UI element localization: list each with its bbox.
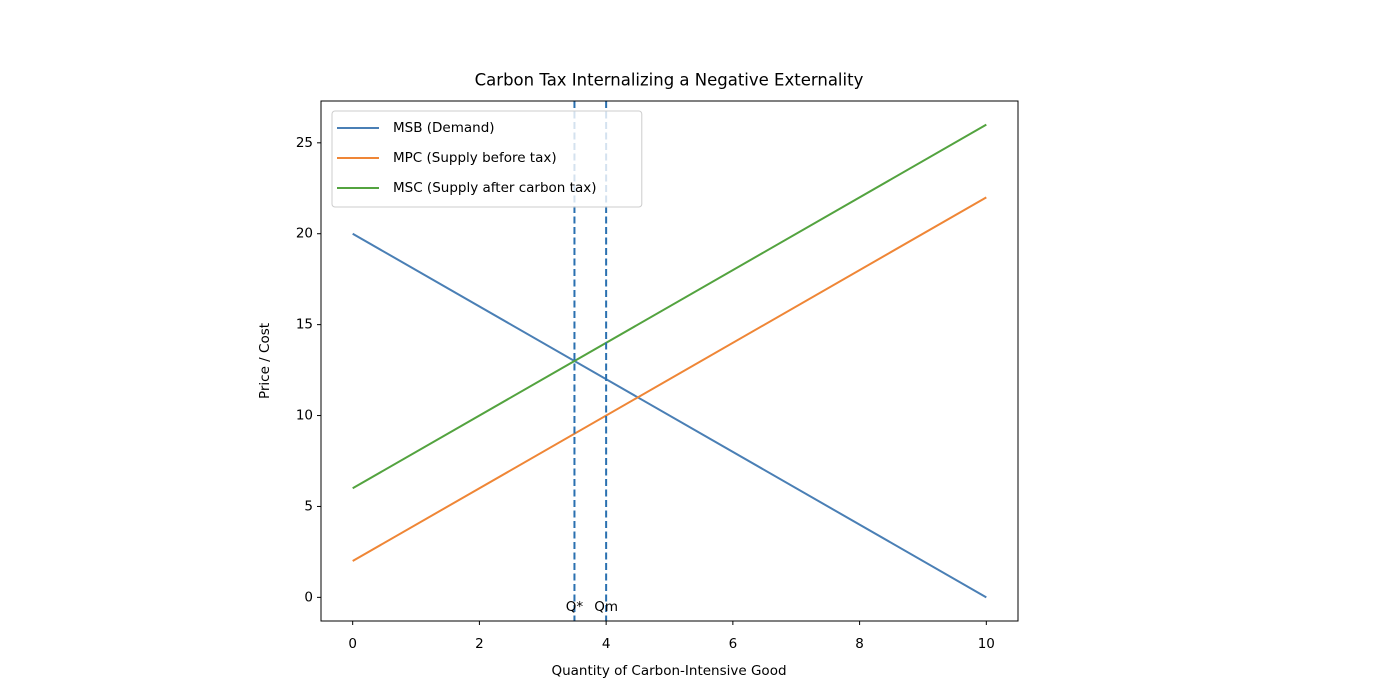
legend-label: MPC (Supply before tax) (393, 150, 557, 166)
series-line (352, 196, 987, 562)
x-tick-label: 2 (475, 636, 484, 652)
y-tick-label: 20 (296, 226, 313, 242)
vertical-line-label: Qm (594, 599, 618, 615)
y-tick-label: 10 (296, 408, 313, 424)
legend-label: MSB (Demand) (393, 120, 495, 136)
plot-frame (320, 100, 1019, 622)
y-tick-label: 0 (304, 589, 313, 605)
legend-box (331, 110, 643, 208)
x-tick-label: 0 (348, 636, 357, 652)
y-tick-label: 25 (296, 135, 313, 151)
x-tick-label: 4 (602, 636, 611, 652)
x-tick-label: 6 (729, 636, 738, 652)
y-tick-label: 5 (304, 498, 313, 514)
chart-title: Carbon Tax Internalizing a Negative Exte… (475, 71, 864, 90)
vertical-line-label: Q* (566, 599, 584, 615)
series-line (352, 232, 987, 599)
y-tick-label: 15 (296, 317, 313, 333)
x-axis-label: Quantity of Carbon-Intensive Good (551, 663, 786, 679)
y-axis-label: Price / Cost (257, 323, 273, 399)
series-line (352, 123, 987, 490)
x-tick-label: 8 (855, 636, 864, 652)
legend: MSB (Demand) MPC (Supply before tax) MSC (… (331, 110, 643, 208)
x-tick-label: 10 (978, 636, 995, 652)
legend-label: MSC (Supply after carbon tax) (393, 180, 596, 196)
